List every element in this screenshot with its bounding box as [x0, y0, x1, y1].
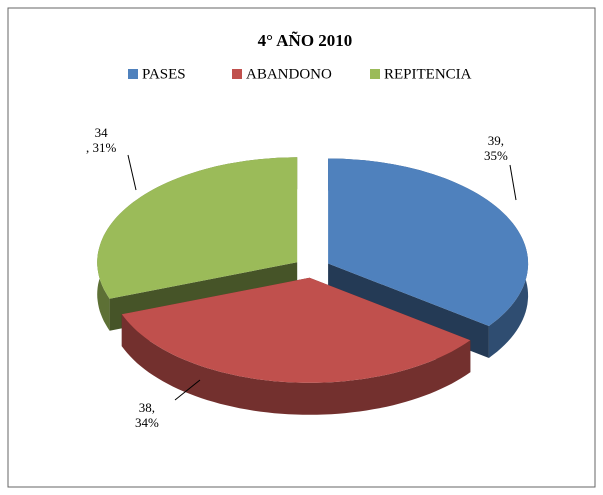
legend-label: ABANDONO [246, 66, 332, 82]
legend-label: REPITENCIA [384, 66, 472, 82]
pie-slice [328, 158, 529, 326]
leader-line [127, 154, 137, 191]
pie-slice [97, 157, 298, 299]
legend-swatch [128, 69, 138, 79]
leader-line [174, 379, 201, 401]
chart-title: 4° AÑO 2010 [258, 31, 353, 50]
legend-swatch [232, 69, 242, 79]
legend-label: PASES [142, 66, 186, 82]
data-label: 34 , 31% [86, 125, 117, 155]
legend-swatch [370, 69, 380, 79]
leader-line [509, 164, 517, 201]
pie-slice [121, 277, 471, 383]
data-label: 39, 35% [484, 133, 508, 163]
data-label: 38, 34% [135, 400, 159, 430]
slice-side [121, 314, 471, 415]
